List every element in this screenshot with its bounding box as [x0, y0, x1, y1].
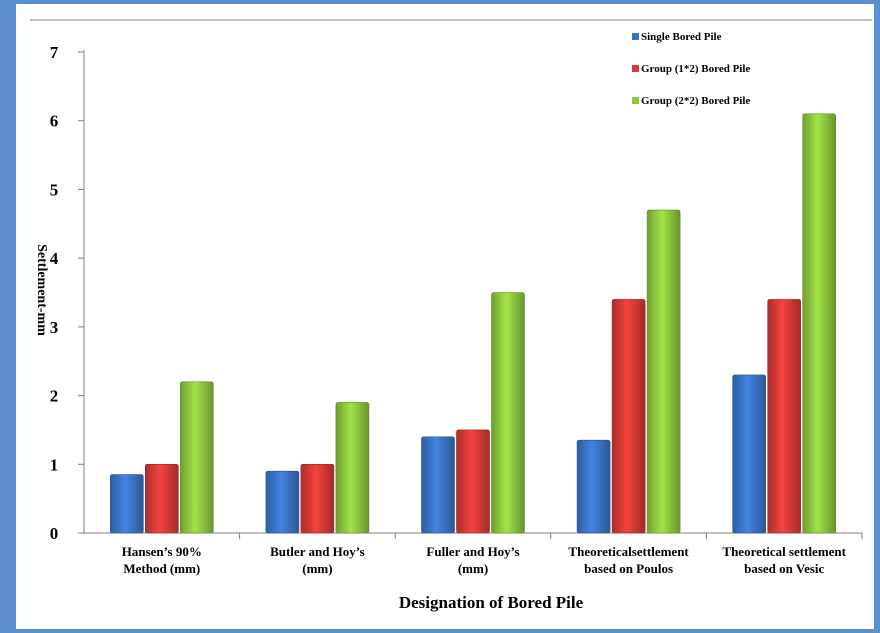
- y-tick-label: 2: [50, 387, 59, 406]
- y-tick-label: 6: [50, 112, 59, 131]
- x-tick-label: based on Poulos: [584, 561, 673, 576]
- x-tick-label: (mm): [302, 561, 332, 576]
- y-tick-label: 5: [50, 180, 59, 199]
- legend-label: Group (1*2) Bored Pile: [641, 63, 750, 75]
- bar: [802, 113, 837, 534]
- x-tick-label: Theoreticalsettlement: [568, 544, 689, 559]
- y-tick-label: 1: [50, 455, 59, 474]
- labels: 0 1 2 3 4 5 6 7 Hansen’s 90% Method (mm) Butler an…: [34, 43, 847, 612]
- legend-label: Single Bored Pile: [641, 31, 722, 43]
- x-tick-label: Butler and Hoy’s: [270, 544, 365, 559]
- y-tick-label: 3: [50, 318, 59, 337]
- bar: [110, 474, 144, 534]
- legend: Single Bored Pile Group (1*2) Bored Pile G…: [632, 31, 750, 107]
- x-tick-label: Theoretical settlement: [722, 544, 846, 559]
- x-tick-label: Hansen’s 90%: [122, 544, 202, 559]
- x-tick-label: Method (mm): [123, 561, 200, 576]
- bar: [265, 470, 300, 534]
- bar: [576, 439, 611, 534]
- bar: [732, 374, 767, 534]
- y-tick-label: 4: [50, 249, 59, 268]
- bar: [421, 436, 455, 534]
- x-tick-label: Fuller and Hoy’s: [426, 544, 519, 559]
- bar: [180, 381, 214, 534]
- y-axis-label: Settlement-mm: [34, 244, 49, 336]
- y-tick-label: 0: [50, 524, 59, 543]
- bar: [611, 299, 646, 534]
- bar: [491, 292, 525, 534]
- bars: [110, 113, 837, 534]
- x-axis-label: Designation of Bored Pile: [399, 593, 584, 612]
- bar: [767, 299, 802, 534]
- legend-label: Group (2*2) Bored Pile: [641, 95, 750, 107]
- x-tick-label: based on Vesic: [744, 561, 824, 576]
- legend-swatch: [632, 65, 639, 72]
- bar: [646, 209, 681, 534]
- y-tick-label: 7: [50, 43, 59, 62]
- x-tick-label: (mm): [458, 561, 488, 576]
- bar: [300, 463, 335, 534]
- bar: [145, 463, 179, 534]
- bar: [335, 402, 370, 534]
- bar: [456, 429, 490, 534]
- legend-swatch: [632, 97, 639, 104]
- legend-swatch: [632, 33, 639, 40]
